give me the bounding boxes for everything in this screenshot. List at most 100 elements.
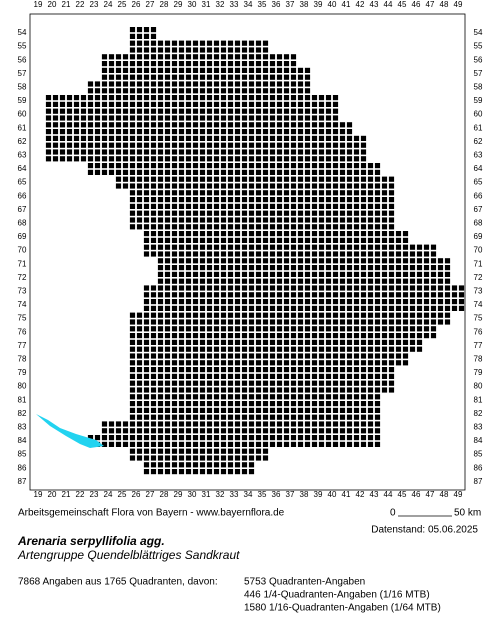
occurrence (304, 401, 311, 407)
occurrence (367, 414, 374, 420)
occurrence (269, 224, 276, 230)
occurrence (101, 149, 108, 155)
occurrence (304, 81, 311, 87)
row-label: 86 (474, 463, 483, 472)
occurrence (234, 258, 241, 264)
occurrence (325, 169, 332, 175)
occurrence (381, 183, 388, 189)
occurrence (318, 319, 325, 325)
occurrence (129, 190, 136, 196)
occurrence (192, 312, 199, 318)
occurrence (220, 183, 227, 189)
occurrence (164, 251, 171, 257)
occurrence (388, 346, 395, 352)
occurrence (346, 203, 353, 209)
occurrence (220, 54, 227, 60)
occurrence (108, 156, 115, 162)
occurrence (290, 346, 297, 352)
occurrence (290, 401, 297, 407)
occurrence (101, 129, 108, 135)
occurrence (283, 285, 290, 291)
occurrence (290, 428, 297, 434)
occurrence (150, 414, 157, 420)
occurrence (227, 401, 234, 407)
occurrence (269, 346, 276, 352)
occurrence (255, 54, 262, 60)
occurrence (262, 203, 269, 209)
occurrence (332, 163, 339, 169)
occurrence (381, 271, 388, 277)
occurrence (269, 428, 276, 434)
occurrence (346, 210, 353, 216)
occurrence (108, 441, 115, 447)
occurrence (332, 380, 339, 386)
occurrence (297, 203, 304, 209)
occurrence (311, 122, 318, 128)
occurrence (325, 176, 332, 182)
occurrence (339, 237, 346, 243)
occurrence (290, 319, 297, 325)
occurrence (276, 163, 283, 169)
occurrence (409, 333, 416, 339)
occurrence (276, 285, 283, 291)
occurrence (122, 74, 129, 80)
occurrence (262, 353, 269, 359)
column-label: 23 (90, 0, 99, 9)
occurrence (367, 251, 374, 257)
occurrence (234, 244, 241, 250)
occurrence (234, 203, 241, 209)
occurrence (367, 265, 374, 271)
occurrence (206, 333, 213, 339)
occurrence (227, 142, 234, 148)
occurrence (409, 258, 416, 264)
occurrence (59, 142, 66, 148)
occurrence (423, 278, 430, 284)
occurrence (206, 305, 213, 311)
occurrence (367, 278, 374, 284)
row-label: 56 (18, 55, 27, 64)
occurrence (164, 421, 171, 427)
occurrence (262, 67, 269, 73)
occurrence (381, 312, 388, 318)
occurrence (178, 312, 185, 318)
occurrence (332, 401, 339, 407)
occurrence (150, 156, 157, 162)
occurrence (45, 149, 52, 155)
column-label: 49 (454, 0, 463, 9)
occurrence (304, 237, 311, 243)
occurrence (52, 142, 59, 148)
occurrence (353, 203, 360, 209)
occurrence (374, 251, 381, 257)
occurrence (171, 367, 178, 373)
occurrence (185, 176, 192, 182)
occurrence (199, 237, 206, 243)
occurrence (311, 183, 318, 189)
occurrence (325, 265, 332, 271)
occurrence (276, 339, 283, 345)
occurrence (311, 312, 318, 318)
occurrence (353, 428, 360, 434)
occurrence (318, 435, 325, 441)
occurrence (444, 292, 451, 298)
occurrence (290, 292, 297, 298)
row-label: 75 (18, 314, 27, 323)
column-label: 27 (146, 0, 155, 9)
occurrence (297, 210, 304, 216)
column-label: 31 (202, 0, 211, 9)
occurrence (318, 278, 325, 284)
occurrence (290, 88, 297, 94)
occurrence (325, 210, 332, 216)
occurrence (234, 95, 241, 101)
occurrence (199, 74, 206, 80)
occurrence (346, 367, 353, 373)
occurrence (227, 108, 234, 114)
occurrence (276, 142, 283, 148)
occurrence (304, 421, 311, 427)
occurrence (220, 47, 227, 53)
occurrence (234, 108, 241, 114)
occurrence (171, 333, 178, 339)
occurrence (206, 455, 213, 461)
occurrence (206, 67, 213, 73)
occurrence (297, 387, 304, 393)
occurrence (171, 183, 178, 189)
